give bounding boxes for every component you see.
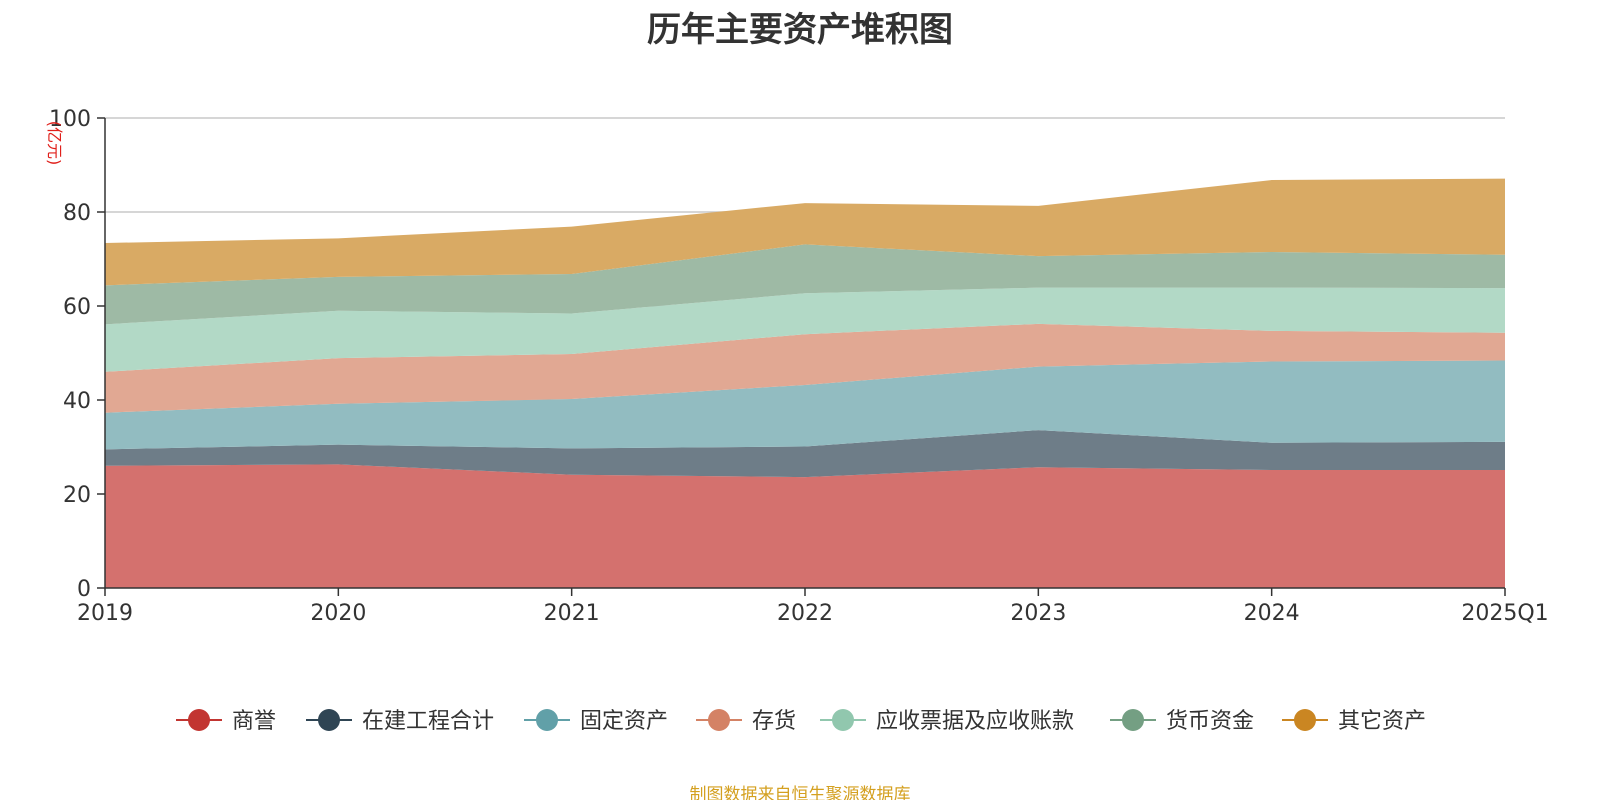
legend-item-2: 固定资产: [524, 709, 668, 734]
x-tick-label: 2024: [1244, 601, 1300, 626]
area-series-1: [105, 430, 1505, 478]
legend-label: 货币资金: [1166, 709, 1254, 734]
legend-marker: [832, 709, 854, 731]
y-tick-label: 20: [63, 483, 91, 508]
area-series-2: [105, 360, 1505, 450]
legend-marker: [536, 709, 558, 731]
legend-marker: [188, 709, 210, 731]
x-tick-label: 2023: [1010, 601, 1066, 626]
x-tick-label: 2021: [544, 601, 600, 626]
legend-label: 存货: [752, 709, 796, 734]
y-tick-label: 40: [63, 389, 91, 414]
x-tick-label: 2025Q1: [1461, 601, 1548, 626]
area-series-3: [105, 323, 1505, 413]
x-tick-label: 2022: [777, 601, 833, 626]
area-series-0: [105, 464, 1505, 588]
area-series-5: [105, 244, 1505, 325]
x-tick-label: 2020: [310, 601, 366, 626]
area-series-group: [105, 178, 1505, 588]
legend-item-1: 在建工程合计: [306, 709, 494, 734]
legend-label: 商誉: [232, 709, 276, 734]
legend-item-6: 其它资产: [1282, 709, 1426, 734]
legend-item-0: 商誉: [176, 709, 276, 734]
source-note: 制图数据来自恒生聚源数据库: [689, 785, 911, 800]
y-tick-label: 80: [63, 201, 91, 226]
legend-marker: [1122, 709, 1144, 731]
legend-item-3: 存货: [696, 709, 796, 734]
legend-marker: [708, 709, 730, 731]
legend-label: 在建工程合计: [362, 709, 494, 734]
y-tick-label: 100: [49, 107, 91, 132]
y-unit-label: (亿元): [45, 121, 64, 166]
legend-label: 固定资产: [580, 709, 668, 734]
y-tick-label: 60: [63, 295, 91, 320]
legend: 商誉 在建工程合计 固定资产 存货 应收票据及应收账款 货币资金 其它资产: [176, 709, 1426, 734]
y-tick-label: 0: [77, 577, 91, 602]
legend-marker: [318, 709, 340, 731]
chart-title: 历年主要资产堆积图: [647, 10, 953, 50]
legend-marker: [1294, 709, 1316, 731]
legend-label: 应收票据及应收账款: [876, 709, 1074, 734]
legend-label: 其它资产: [1338, 709, 1426, 734]
x-tick-label: 2019: [77, 601, 133, 626]
area-series-4: [105, 287, 1505, 372]
legend-item-4: 应收票据及应收账款: [820, 709, 1074, 734]
legend-item-5: 货币资金: [1110, 709, 1254, 734]
area-series-6: [105, 178, 1505, 286]
